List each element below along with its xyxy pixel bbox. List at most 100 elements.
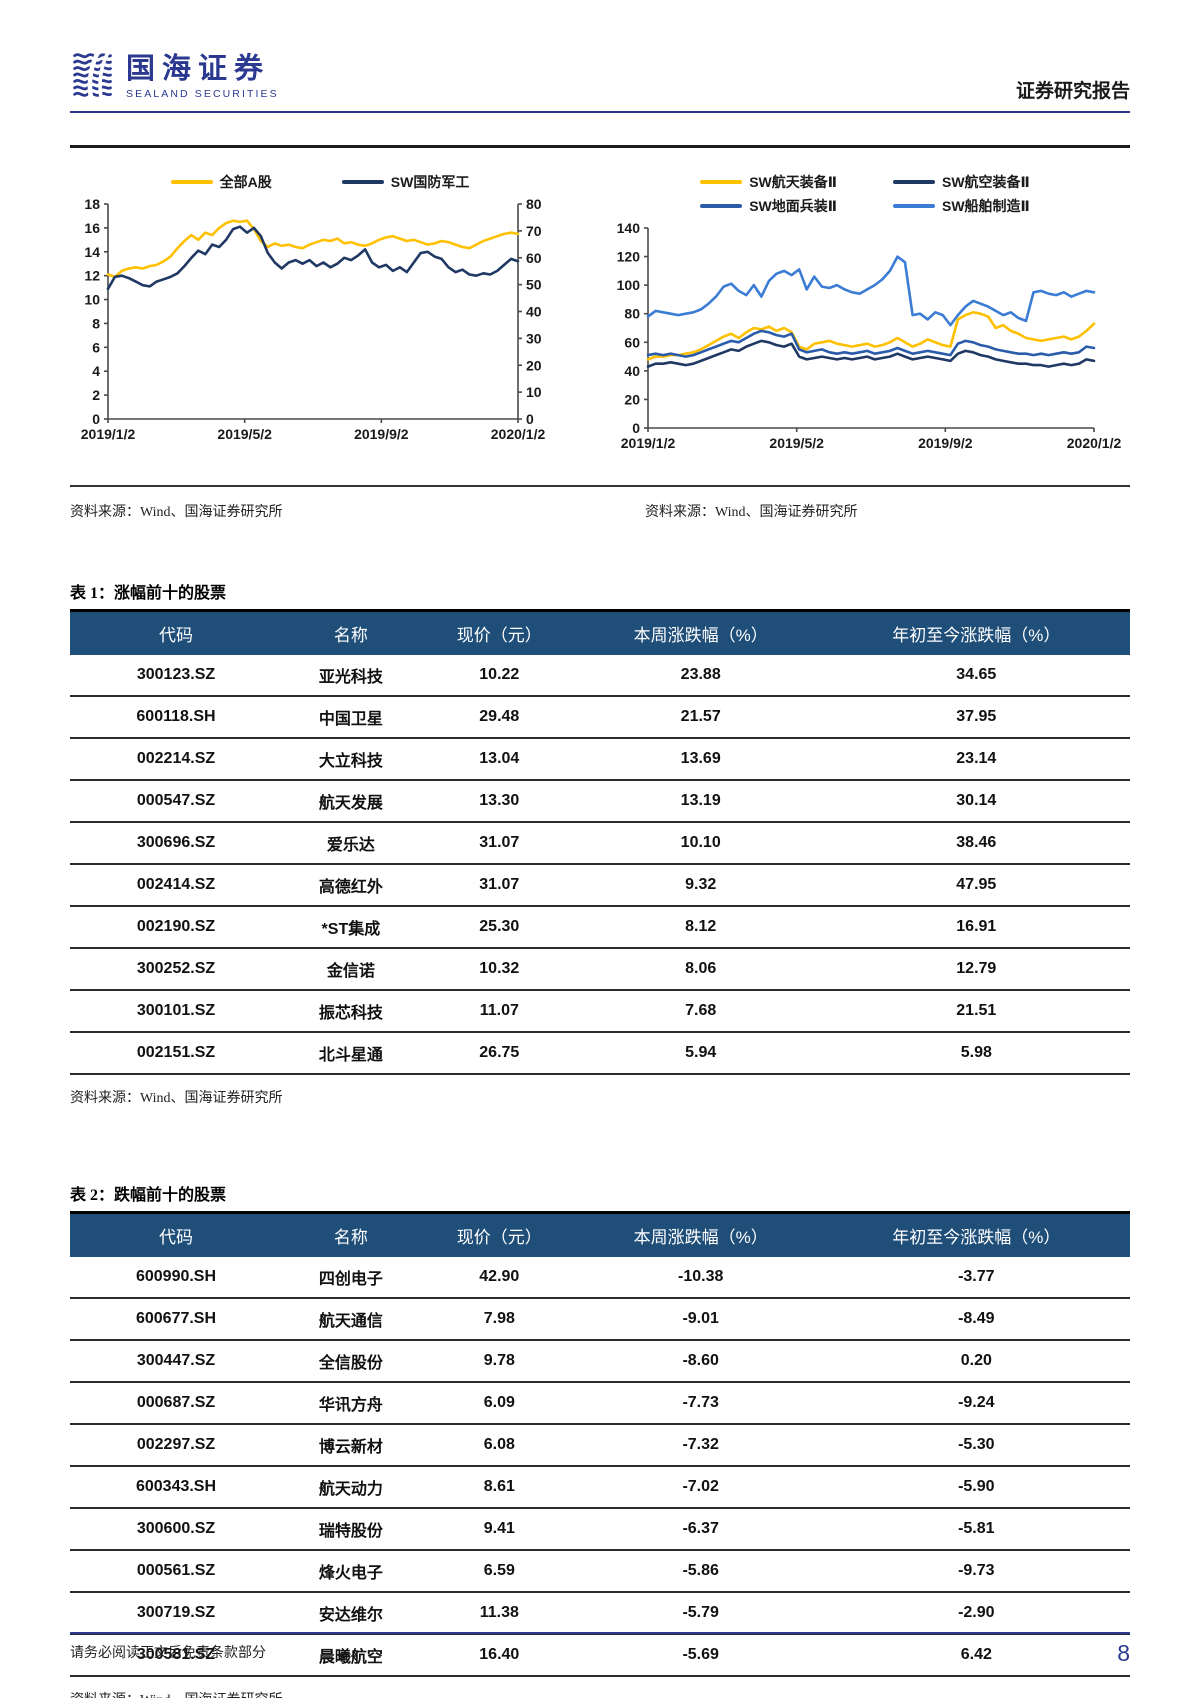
table-cell: 振芯科技 [282, 990, 420, 1033]
table-cell: -7.32 [578, 1424, 823, 1467]
svg-text:2020/1/2: 2020/1/2 [491, 426, 546, 442]
footer-disclaimer: 请务必阅读正文后免责条款部分 [70, 1646, 266, 1661]
column-header: 代码 [70, 610, 282, 655]
table-cell: -8.49 [822, 1298, 1130, 1341]
chart-right-plot: 0 20 40 60 80 100 120 140 2019/1/2 2019/5/2 2019/9… [617, 220, 1122, 451]
table-cell: 21.51 [822, 990, 1130, 1033]
table-cell: 600990.SH [70, 1257, 282, 1299]
svg-text:6: 6 [92, 339, 100, 355]
column-header: 名称 [282, 1212, 420, 1257]
table-cell: 16.40 [419, 1634, 579, 1677]
table-cell: 0.20 [822, 1340, 1130, 1383]
table-cell: 华讯方舟 [282, 1382, 420, 1425]
logo-text-en: SEALAND SECURITIES [126, 88, 279, 100]
table-cell: 300696.SZ [70, 822, 282, 865]
table-cell: 47.95 [822, 864, 1130, 907]
table1-title: 表 1：涨幅前十的股票 [70, 585, 227, 602]
svg-text:14: 14 [84, 244, 100, 260]
table-cell: -9.24 [822, 1382, 1130, 1425]
svg-text:60: 60 [526, 250, 542, 266]
table-cell: 300447.SZ [70, 1340, 282, 1383]
svg-text:2019/5/2: 2019/5/2 [769, 435, 824, 451]
table-cell: 中国卫星 [282, 696, 420, 739]
table-cell: 000561.SZ [70, 1550, 282, 1593]
table-cell: -3.77 [822, 1257, 1130, 1299]
table-cell: 6.59 [419, 1550, 579, 1593]
table-row: 600343.SH 航天动力 8.61 -7.02 -5.90 [70, 1466, 1130, 1509]
svg-text:40: 40 [624, 363, 640, 379]
sector-index-chart: SW航天装备Ⅱ SW航空装备Ⅱ SW地面兵装Ⅱ SW船舶制造Ⅱ 0 20 40 60 80 10… [600, 172, 1130, 465]
table-row: 000561.SZ 烽火电子 6.59 -5.86 -9.73 [70, 1550, 1130, 1593]
chart-left-source: 资料来源：Wind、国海证券研究所 [70, 505, 283, 520]
column-header: 本周涨跌幅（%） [578, 610, 823, 655]
table-header-row: 代码 名称 现价（元） 本周涨跌幅（%） 年初至今涨跌幅（%） [70, 1212, 1130, 1257]
table-cell: *ST集成 [282, 906, 420, 949]
table-cell: 300101.SZ [70, 990, 282, 1033]
table-cell: 002297.SZ [70, 1424, 282, 1467]
table-cell: 大立科技 [282, 738, 420, 781]
table-row: 600118.SH 中国卫星 29.48 21.57 37.95 [70, 696, 1130, 739]
company-logo: 国海证券 SEALAND SECURITIES [70, 50, 279, 105]
table-cell: 8.12 [578, 906, 823, 949]
table-row: 000547.SZ 航天发展 13.30 13.19 30.14 [70, 780, 1130, 823]
table-cell: 7.98 [419, 1298, 579, 1341]
logo-wave-icon [70, 50, 116, 105]
table-cell: 5.98 [822, 1032, 1130, 1075]
svg-text:2019/5/2: 2019/5/2 [217, 426, 272, 442]
table-cell: 航天通信 [282, 1298, 420, 1341]
table-row: 600990.SH 四创电子 42.90 -10.38 -3.77 [70, 1257, 1130, 1299]
svg-text:80: 80 [526, 196, 542, 212]
legend-item: SW船舶制造Ⅱ [893, 196, 1030, 216]
table1-source: 资料来源：Wind、国海证券研究所 [70, 1091, 283, 1106]
table-cell: 13.30 [419, 780, 579, 823]
table-cell: 全信股份 [282, 1340, 420, 1383]
table-cell: -7.02 [578, 1466, 823, 1509]
page-header: 国海证券 SEALAND SECURITIES 证券研究报告 [0, 0, 1200, 111]
table-cell: 亚光科技 [282, 655, 420, 697]
svg-text:80: 80 [624, 306, 640, 322]
table-cell: 31.07 [419, 822, 579, 865]
svg-text:0: 0 [632, 420, 640, 436]
table-cell: 000547.SZ [70, 780, 282, 823]
table-cell: 13.69 [578, 738, 823, 781]
table-row: 300252.SZ 金信诺 10.32 8.06 12.79 [70, 948, 1130, 991]
legend-label: SW国防军工 [390, 174, 470, 190]
table2-source: 资料来源：Wind、国海证券研究所 [70, 1689, 1130, 1698]
gainers-table: 代码 名称 现价（元） 本周涨跌幅（%） 年初至今涨跌幅（%） 300123.SZ 亚光科… [70, 609, 1130, 1075]
table-cell: 002414.SZ [70, 864, 282, 907]
table-cell: 002151.SZ [70, 1032, 282, 1075]
table-cell: 30.14 [822, 780, 1130, 823]
table-cell: 600677.SH [70, 1298, 282, 1341]
table-cell: 31.07 [419, 864, 579, 907]
table-cell: 8.61 [419, 1466, 579, 1509]
table-cell: -5.79 [578, 1592, 823, 1635]
table-cell: 300123.SZ [70, 655, 282, 697]
table-cell: 9.78 [419, 1340, 579, 1383]
table-cell: 爱乐达 [282, 822, 420, 865]
column-header: 本周涨跌幅（%） [578, 1212, 823, 1257]
legend-label: SW航天装备Ⅱ [749, 174, 837, 190]
svg-text:60: 60 [624, 334, 640, 350]
table-cell: 16.91 [822, 906, 1130, 949]
svg-text:0: 0 [526, 411, 534, 427]
svg-text:2019/1/2: 2019/1/2 [81, 426, 136, 442]
table-cell: 9.32 [578, 864, 823, 907]
table-cell: 25.30 [419, 906, 579, 949]
legend-item: SW国防军工 [341, 172, 470, 192]
table-cell: 5.94 [578, 1032, 823, 1075]
table-row: 002190.SZ *ST集成 25.30 8.12 16.91 [70, 906, 1130, 949]
table-cell: 26.75 [419, 1032, 579, 1075]
table-cell: 10.22 [419, 655, 579, 697]
chart-right-source: 资料来源：Wind、国海证券研究所 [645, 505, 858, 520]
pe-comparison-chart: 全部A股 SW国防军工 0 2 4 6 8 10 12 14 16 18 0 10 20 30 40 50 60 7… [70, 172, 570, 465]
column-header: 代码 [70, 1212, 282, 1257]
table-row: 300101.SZ 振芯科技 11.07 7.68 21.51 [70, 990, 1130, 1033]
table-row: 600677.SH 航天通信 7.98 -9.01 -8.49 [70, 1298, 1130, 1341]
table-cell: -8.60 [578, 1340, 823, 1383]
table-cell: 航天发展 [282, 780, 420, 823]
column-header: 名称 [282, 610, 420, 655]
table-cell: 21.57 [578, 696, 823, 739]
report-type-label: 证券研究报告 [1015, 81, 1130, 102]
table-cell: 34.65 [822, 655, 1130, 697]
table-row: 000687.SZ 华讯方舟 6.09 -7.73 -9.24 [70, 1382, 1130, 1425]
